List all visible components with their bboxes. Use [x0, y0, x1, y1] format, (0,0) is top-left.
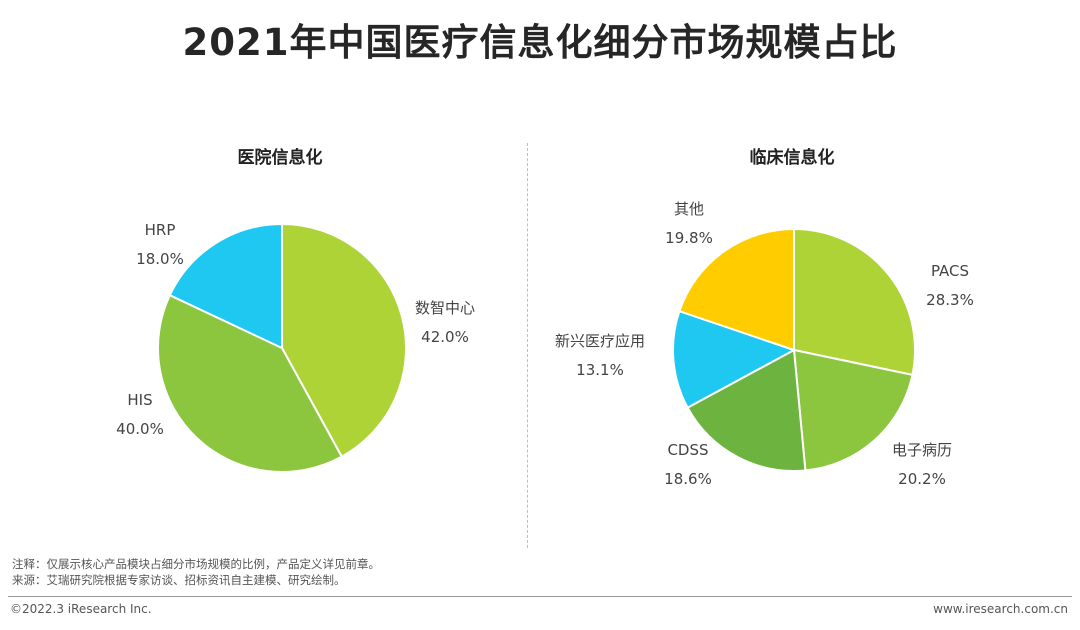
- chart-divider: [527, 143, 528, 548]
- slice-label-hospital-2: HRP: [145, 221, 176, 239]
- slice-value-clinical-0: 28.3%: [926, 291, 974, 309]
- pie-slice-clinical-0: [793, 227, 916, 377]
- footnote-source: 来源：艾瑞研究院根据专家访谈、招标资讯自主建模、研究绘制。: [12, 573, 346, 587]
- pie-slice-hospital-0: [281, 222, 407, 459]
- slice-label-clinical-3: 新兴医疗应用: [555, 332, 645, 350]
- slice-value-clinical-2: 18.6%: [664, 470, 712, 488]
- footnote-annotation: 注释：仅展示核心产品模块占细分市场规模的比例，产品定义详见前章。: [12, 557, 380, 571]
- pie-slice-clinical-4: [678, 227, 795, 352]
- pie-slice-clinical-1: [792, 348, 914, 472]
- slice-value-clinical-4: 19.8%: [665, 229, 713, 247]
- slice-value-hospital-1: 40.0%: [116, 420, 164, 438]
- slice-label-clinical-4: 其他: [674, 200, 704, 218]
- pie-slice-clinical-2: [686, 348, 807, 472]
- pie-slice-hospital-2: [168, 222, 283, 350]
- slice-label-hospital-0: 数智中心: [415, 299, 475, 317]
- chart-title-clinical: 临床信息化: [749, 148, 835, 168]
- slice-value-hospital-0: 42.0%: [421, 328, 469, 346]
- slice-label-hospital-1: HIS: [127, 391, 152, 409]
- slice-value-clinical-3: 13.1%: [576, 361, 624, 379]
- footer-divider: [8, 596, 1072, 597]
- copyright-text: ©2022.3 iResearch Inc.: [10, 602, 152, 616]
- page-title: 2021年中国医疗信息化细分市场规模占比: [182, 21, 898, 64]
- slice-label-clinical-1: 电子病历: [892, 441, 952, 459]
- slice-value-hospital-2: 18.0%: [136, 250, 184, 268]
- slice-label-clinical-2: CDSS: [667, 441, 708, 459]
- chart-title-hospital: 医院信息化: [237, 148, 323, 168]
- website-text: www.iresearch.com.cn: [933, 602, 1068, 616]
- slice-label-clinical-0: PACS: [931, 262, 969, 280]
- pie-slice-hospital-1: [157, 293, 344, 473]
- slice-value-clinical-1: 20.2%: [898, 470, 946, 488]
- pie-slice-clinical-3: [672, 309, 797, 409]
